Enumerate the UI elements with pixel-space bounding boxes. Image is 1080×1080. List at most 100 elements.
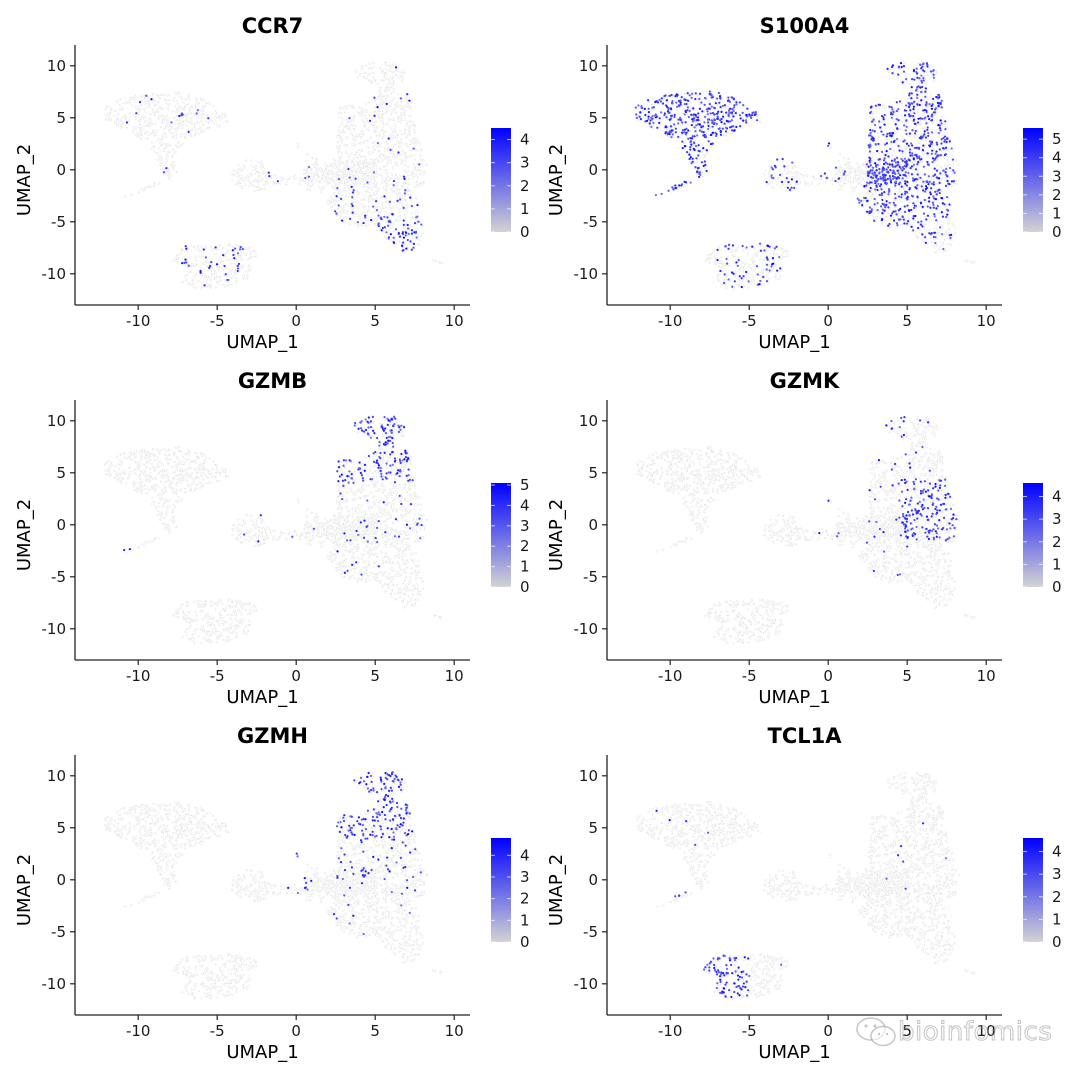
cell-point (390, 417, 393, 420)
cell-point (911, 154, 914, 157)
cell-point (944, 478, 947, 481)
cell-point (903, 478, 906, 481)
cell-point (408, 478, 412, 482)
cell-point (699, 173, 702, 177)
cell-point (918, 419, 922, 422)
cell-point (912, 217, 915, 220)
cell-point (367, 421, 370, 424)
cell-point (952, 535, 955, 538)
cell-point (397, 430, 401, 433)
cell-point (380, 836, 383, 839)
cell-point (688, 157, 691, 161)
cell-point (731, 244, 735, 247)
x-axis-label: UMAP_1 (758, 687, 830, 708)
cell-point (243, 533, 246, 536)
cell-point (644, 120, 647, 123)
cell-points-expressed (818, 416, 958, 577)
cell-point (165, 166, 168, 170)
cell-point (375, 461, 378, 464)
cell-point (344, 478, 347, 482)
cell-point (917, 226, 920, 230)
cell-point (887, 155, 890, 158)
cell-point (351, 211, 354, 214)
cell-point (909, 114, 912, 117)
cell-point (730, 271, 734, 274)
cell-point (184, 258, 187, 261)
cell-point (714, 134, 718, 138)
cell-point (396, 824, 399, 827)
cell-point (919, 86, 922, 89)
cell-point (897, 172, 900, 175)
cell-point (383, 795, 386, 798)
cell-point (344, 833, 347, 837)
cell-point (373, 819, 376, 822)
cell-point (379, 825, 382, 828)
cell-point (868, 206, 871, 209)
cell-point (883, 123, 886, 126)
cell-point (889, 181, 893, 184)
x-axis-label: UMAP_1 (226, 332, 298, 353)
cell-point (910, 77, 914, 81)
cell-point (914, 509, 917, 512)
cell-point (684, 891, 687, 894)
cell-point (925, 122, 928, 125)
cell-point (664, 125, 667, 129)
cell-point (673, 123, 676, 126)
x-tick-label: 10 (445, 312, 464, 330)
cell-point (944, 184, 948, 187)
cell-point (935, 193, 938, 196)
cell-point (398, 235, 402, 238)
cell-point (378, 455, 381, 459)
cell-point (150, 98, 153, 101)
cell-point (892, 110, 895, 113)
cell-point (890, 116, 893, 119)
cell-point (942, 147, 945, 150)
cell-point (418, 163, 421, 166)
cell-point (364, 418, 367, 421)
cell-point (931, 182, 934, 185)
cell-point (725, 967, 729, 970)
cell-point (337, 480, 340, 483)
cell-point (901, 81, 904, 84)
cell-point (727, 120, 730, 123)
cell-point (919, 492, 923, 495)
cell-point (938, 226, 942, 229)
cell-point (640, 106, 643, 109)
cell-point (687, 99, 690, 102)
cell-point (921, 63, 925, 66)
cell-point (696, 116, 700, 119)
cell-point (393, 777, 396, 781)
cell-point (690, 113, 693, 116)
cell-point (722, 972, 725, 975)
cell-point (391, 436, 394, 440)
cell-point (681, 128, 685, 132)
cell-point (719, 980, 722, 983)
cell-point (944, 496, 947, 499)
cell-point (233, 247, 237, 250)
cell-point (927, 117, 931, 121)
cell-point (934, 241, 937, 245)
cell-point (724, 983, 727, 986)
cell-point (922, 144, 925, 147)
cell-point (658, 121, 661, 124)
cell-point (834, 166, 838, 169)
cell-point (343, 853, 346, 856)
cell-point (938, 509, 941, 512)
cell-point (932, 536, 935, 539)
cell-point (359, 421, 362, 424)
colorbar-tick-label: 5 (520, 476, 530, 494)
cell-point (944, 171, 947, 174)
cell-point (393, 460, 396, 463)
cell-point (373, 835, 377, 838)
cell-point (880, 217, 884, 221)
cell-point (944, 152, 947, 156)
cell-point (904, 517, 907, 520)
cell-point (746, 107, 749, 110)
cell-point (913, 132, 917, 135)
cell-point (361, 823, 365, 827)
cell-point (902, 420, 905, 423)
cell-point (778, 256, 781, 259)
cell-point (416, 203, 419, 207)
cell-point (394, 518, 398, 521)
cell-point (335, 212, 338, 215)
